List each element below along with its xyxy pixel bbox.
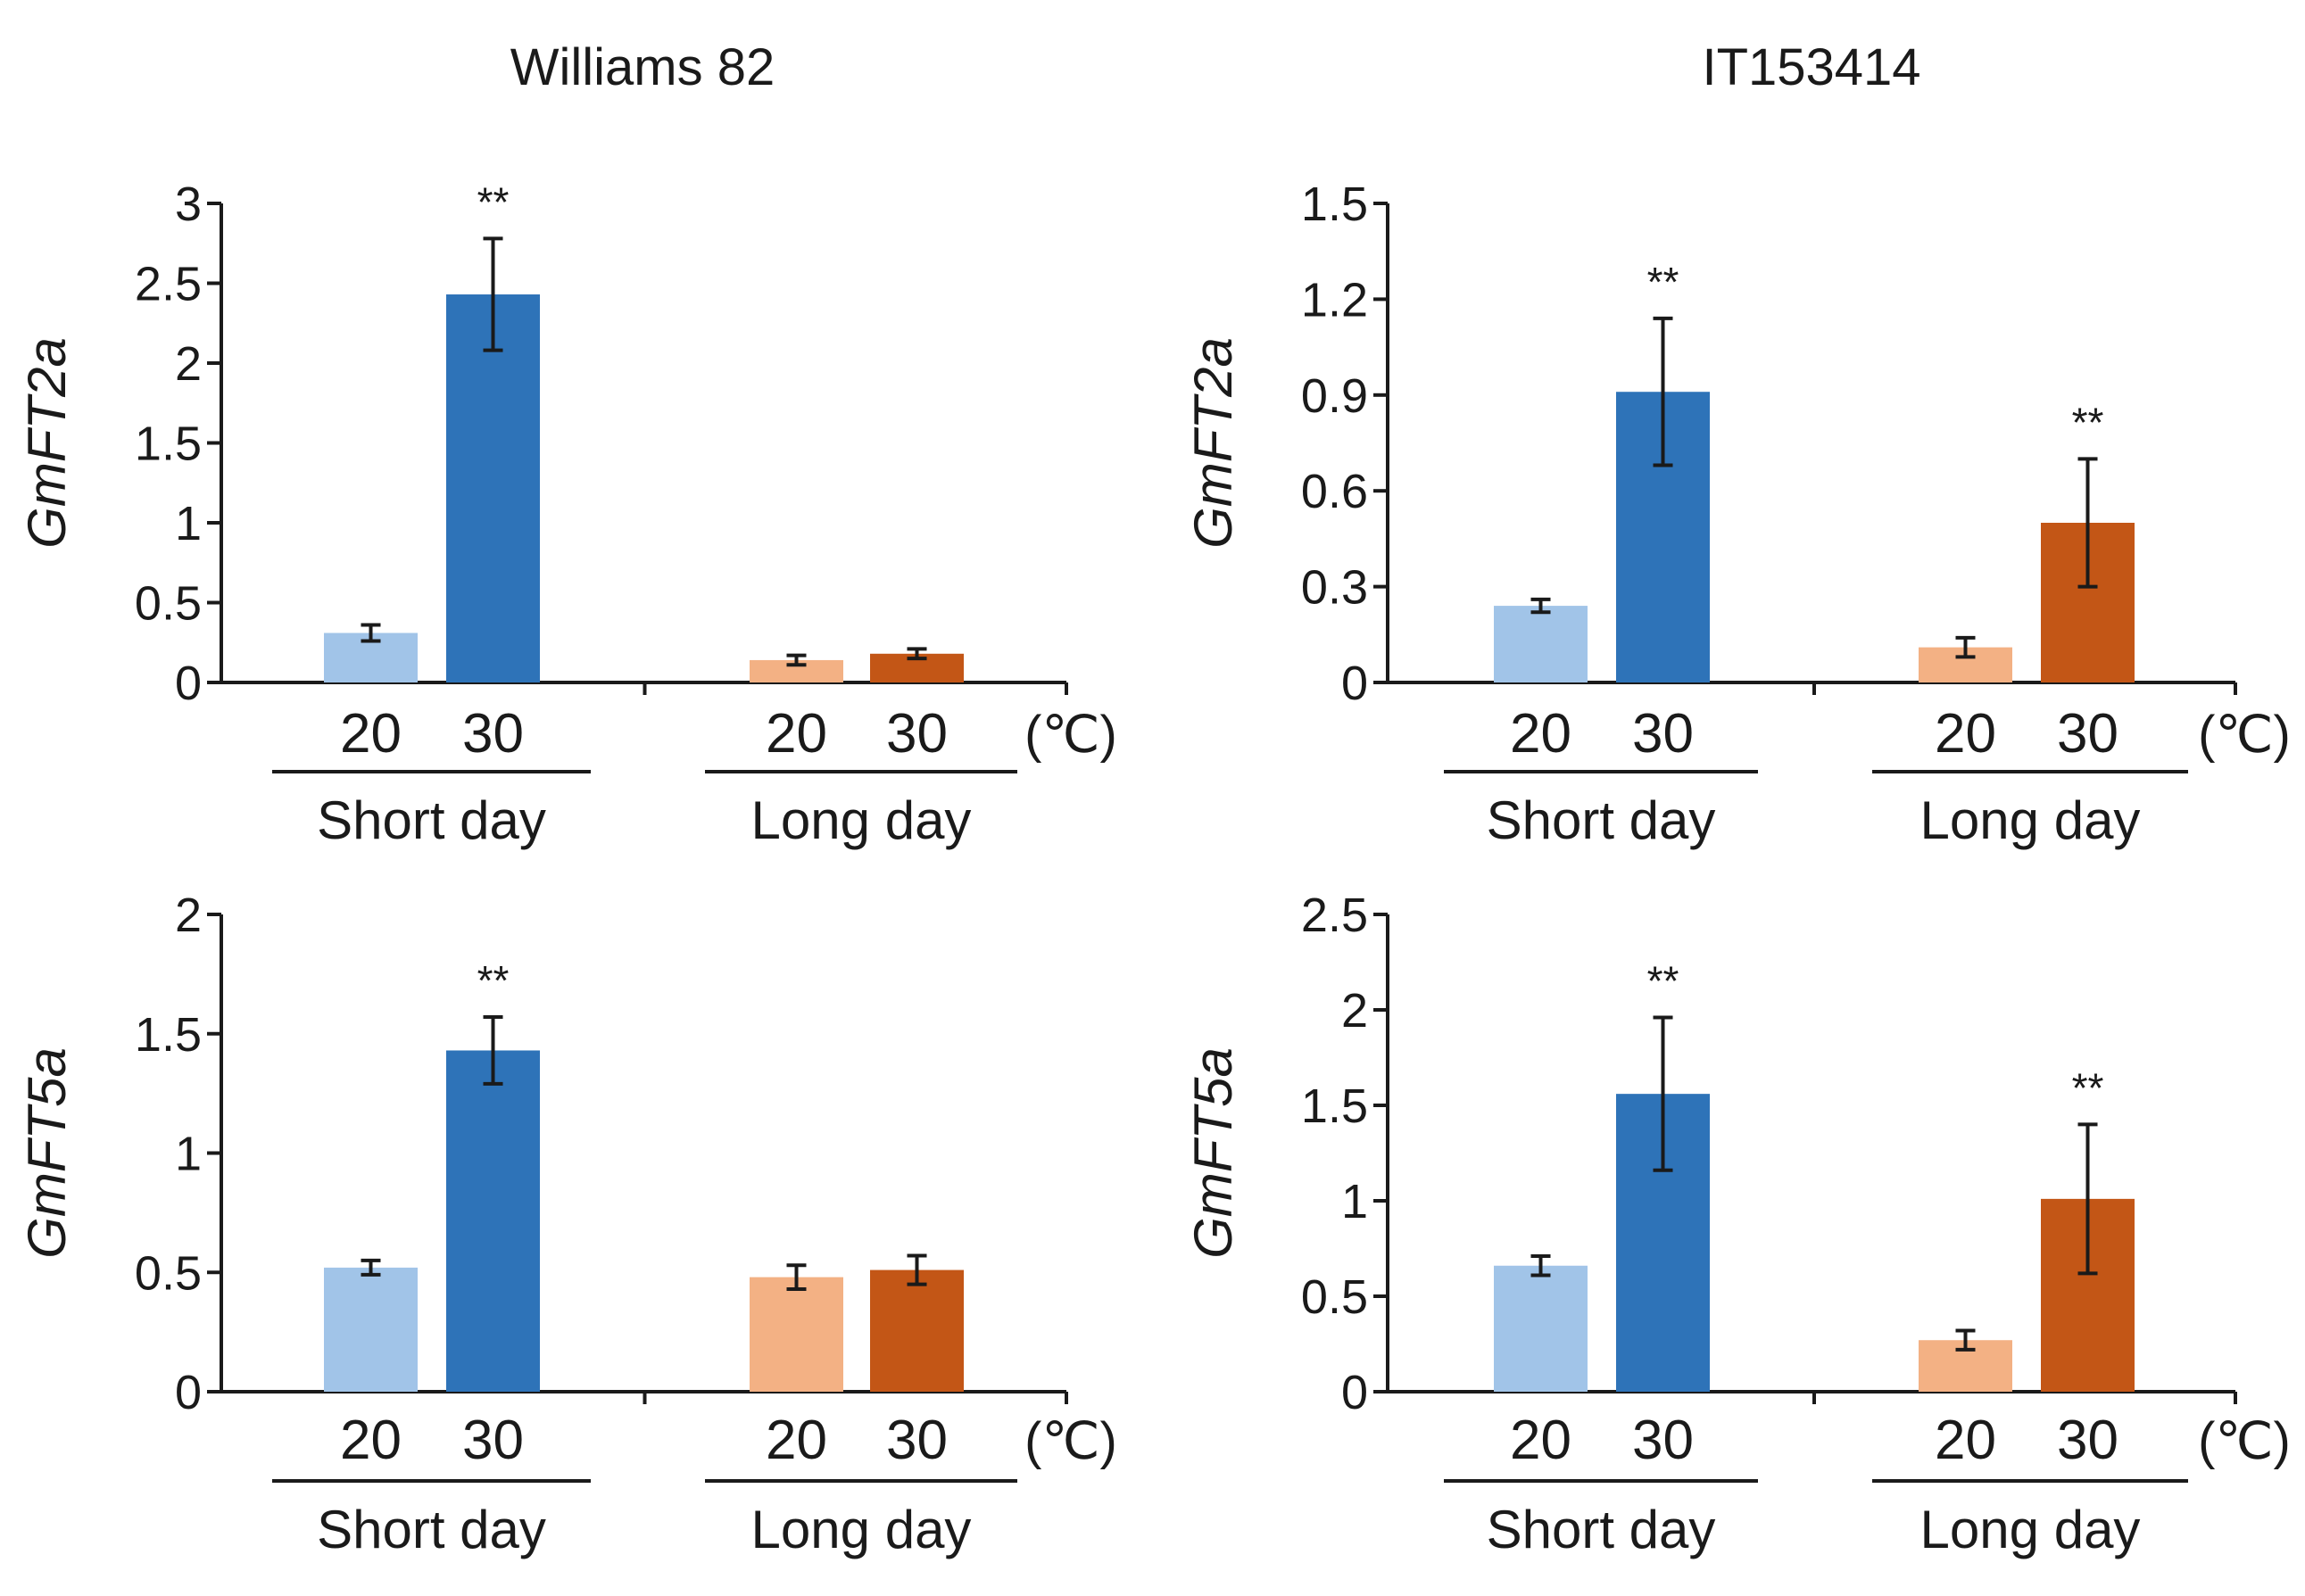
category-label: 30 [886,1410,948,1471]
y-tick-label: 1.2 [1301,273,1368,327]
category-label: 30 [1632,703,1694,765]
y-tick-label: 0 [175,1366,202,1419]
y-tick-label: 2 [175,337,202,391]
significance-label: ** [477,178,510,225]
y-axis-label: GmFT5a [1183,1047,1243,1259]
category-label: 20 [1510,703,1571,765]
bar-short-day-30 [446,294,540,682]
y-tick-label: 0 [1341,657,1368,710]
group-label: Long day [751,1500,972,1559]
group-label: Long day [1920,790,2141,850]
y-tick-label: 0.5 [135,1246,202,1300]
group-label: Short day [1487,790,1716,850]
chart-panel-4: 0 0.5 1 1.5 2 2.5 GmFT5a 20 ** 30 Short day 20 ** 30 L… [1183,889,2291,1559]
column-title-it153414: IT153414 [1702,38,1920,96]
unit-label: (℃) [2198,706,2291,764]
group-label: Short day [317,790,546,850]
significance-label: ** [2072,399,2104,445]
y-tick-label: 0.5 [1301,1270,1368,1324]
y-axis-label: GmFT2a [17,337,77,549]
significance-label: ** [2072,1064,2104,1111]
y-tick-label: 1 [175,1128,202,1181]
category-label: 30 [886,703,948,765]
y-tick-label: 1.5 [1301,178,1368,231]
category-label: 20 [340,1410,402,1471]
y-tick-label: 0.6 [1301,465,1368,518]
group-label: Short day [1487,1500,1716,1559]
category-label: 20 [1935,703,1996,765]
category-label: 30 [462,703,524,765]
group-label: Short day [317,1500,546,1559]
bar-short-day-20 [1494,1265,1588,1392]
column-title-williams-82: Williams 82 [510,38,775,96]
bar-long-day-20 [750,1277,843,1392]
category-label: 30 [2057,1410,2118,1471]
y-tick-label: 3 [175,178,202,231]
unit-label: (℃) [1024,706,1117,764]
unit-label: (℃) [1024,1412,1117,1470]
chart-panel-3: 0 0.5 1 1.5 2 GmFT5a 20 ** 30 Short day 20 30 Long d… [17,889,1117,1559]
bar-short-day-20 [1494,606,1588,682]
category-label: 20 [1935,1410,1996,1471]
y-axis-label: GmFT5a [17,1047,77,1259]
category-label: 20 [1510,1410,1571,1471]
y-tick-label: 1.5 [1301,1079,1368,1133]
category-label: 30 [2057,703,2118,765]
y-tick-label: 1 [175,497,202,550]
y-tick-label: 1.5 [135,418,202,471]
y-tick-label: 0.9 [1301,369,1368,423]
category-label: 20 [340,703,402,765]
category-label: 20 [766,1410,827,1471]
category-label: 30 [1632,1410,1694,1471]
y-tick-label: 0 [1341,1366,1368,1419]
unit-label: (℃) [2198,1412,2291,1470]
significance-label: ** [1647,958,1679,1005]
significance-label: ** [1647,259,1679,305]
y-tick-label: 2.5 [1301,889,1368,942]
y-axis-label: GmFT2a [1183,337,1243,549]
y-tick-label: 2 [1341,984,1368,1038]
y-tick-label: 1 [1341,1175,1368,1228]
category-label: 30 [462,1410,524,1471]
y-tick-label: 0.5 [135,577,202,631]
y-tick-label: 2 [175,889,202,942]
group-label: Long day [1920,1500,2141,1559]
y-tick-label: 0.3 [1301,561,1368,615]
significance-label: ** [477,957,510,1004]
bar-short-day-30 [446,1050,540,1392]
bar-short-day-20 [324,1267,418,1392]
y-tick-label: 1.5 [135,1008,202,1062]
y-tick-label: 2.5 [135,258,202,311]
bar-long-day-30 [870,1269,964,1392]
y-tick-label: 0 [175,657,202,710]
category-label: 20 [766,703,827,765]
group-label: Long day [751,790,972,850]
chart-panel-2: 0 0.3 0.6 0.9 1.2 1.5 GmFT2a 20 ** 30 Short day 20 *… [1183,178,2291,850]
chart-panel-1: 0 0.5 1 1.5 2 2.5 3 GmFT2a 20 ** 30 Short day 20 30 Lo… [17,178,1117,850]
